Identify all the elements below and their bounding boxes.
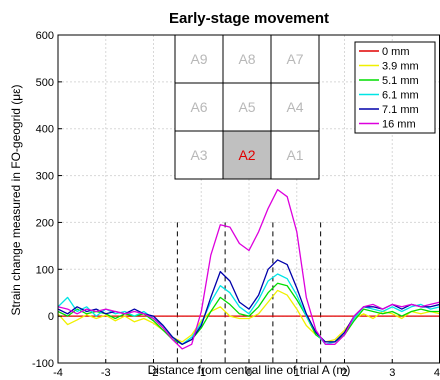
chart-title: Early-stage movement (169, 10, 329, 27)
inset-cell (270, 130, 320, 180)
y-tick-label: 100 (36, 264, 54, 276)
y-tick-label: 200 (36, 217, 54, 229)
series-line (57, 289, 440, 343)
legend-label: 7.1 mm (382, 104, 419, 116)
y-tick-label: 600 (36, 30, 54, 42)
inset-cell (270, 34, 320, 84)
inset-cell-label: A8 (238, 51, 255, 67)
inset-cell-label: A9 (190, 51, 207, 67)
inset-cell-label: A5 (238, 99, 255, 115)
y-tick-label: 300 (36, 171, 54, 183)
x-tick-label: 2 (341, 367, 347, 379)
x-tick-label: -2 (149, 367, 159, 379)
x-tick-label: 1 (294, 367, 300, 379)
x-tick-label: -1 (196, 367, 206, 379)
inset-cell (222, 130, 272, 180)
y-axis-label: Strain change measured in FO-geogrid (με… (9, 84, 23, 315)
inset-cell (270, 82, 320, 132)
legend-label: 0 mm (382, 46, 410, 58)
inset-cell-label: A3 (190, 147, 207, 163)
legend-box (354, 41, 436, 134)
inset-cell-label: A2 (238, 147, 255, 163)
series-line (57, 188, 440, 350)
legend: 0 mm 3.9 mm 5.1 mm 6.1 mm 7.1 mm 16 mm (354, 41, 436, 134)
legend-label: 6.1 mm (382, 90, 419, 102)
series-lines (57, 188, 440, 350)
y-tick-label: 0 (48, 311, 54, 323)
inset-cell (174, 130, 224, 180)
legend-label: 3.9 mm (382, 61, 419, 73)
x-tick-label: 0 (246, 367, 252, 379)
x-tick-label: 4 (434, 367, 440, 379)
x-tick-label: -3 (101, 367, 111, 379)
x-tick-labels: -4 -3 -2 -1 0 1 2 3 4 (53, 359, 440, 379)
legend-label: 16 mm (382, 119, 416, 131)
inset-cell-label: A6 (190, 99, 207, 115)
inset-grid: A9 A8 A7 A6 A5 A4 A3 A2 A1 (174, 34, 320, 180)
y-tick-label: 500 (36, 77, 54, 89)
x-tick-label: -4 (53, 367, 63, 379)
series-line (57, 273, 440, 345)
y-tick-label: 400 (36, 124, 54, 136)
inset-cell-label: A1 (286, 147, 303, 163)
legend-label: 5.1 mm (382, 75, 419, 87)
inset-cell (222, 34, 272, 84)
y-tick-label: -100 (32, 358, 54, 370)
y-tick-labels: -100 0 100 200 300 400 500 600 (32, 30, 62, 370)
series-line (57, 282, 440, 345)
inset-cell-label: A7 (286, 51, 303, 67)
inset-cell-label: A4 (286, 99, 303, 115)
x-tick-label: 3 (389, 367, 395, 379)
inset-cell (222, 82, 272, 132)
x-axis-label: Distance from central line of trial A (m… (148, 363, 351, 377)
